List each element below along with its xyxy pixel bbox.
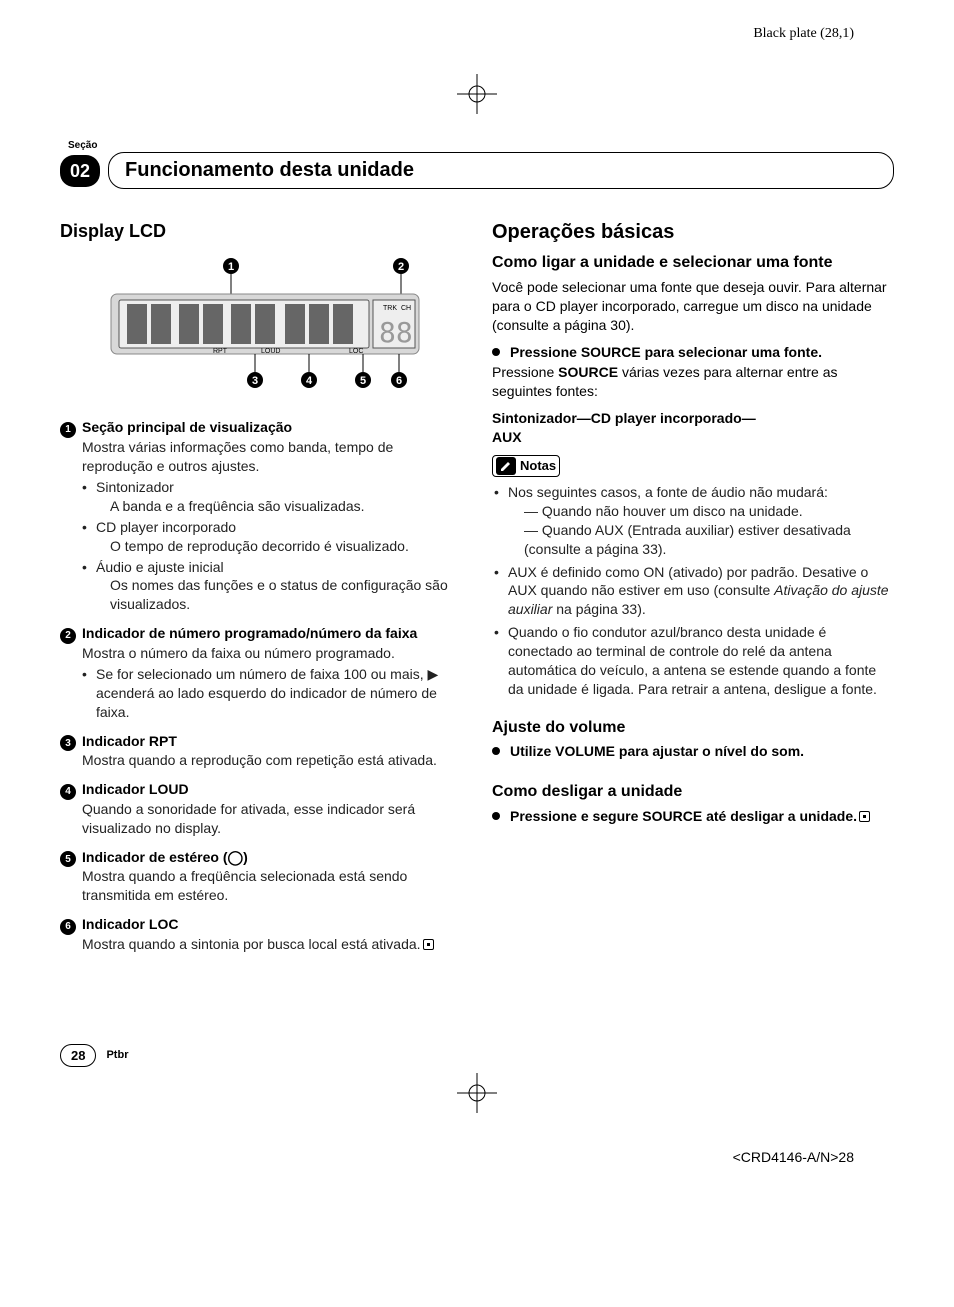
section-title-wrap: Funcionamento desta unidade: [108, 152, 894, 189]
sub-desc: Os nomes das funções e o status de confi…: [110, 576, 462, 614]
callout-number-icon: 5: [60, 851, 76, 867]
chain-aux: AUX: [492, 429, 522, 445]
svg-text:5: 5: [360, 375, 366, 387]
section-number: 02: [60, 155, 100, 187]
off-line: Pressione e segure SOURCE até desligar a…: [492, 807, 894, 826]
chain-cd: CD player incorporado: [591, 410, 742, 426]
secao-label: Seção: [68, 139, 894, 153]
section-title: Funcionamento desta unidade: [125, 159, 414, 181]
volume-text: Utilize VOLUME para ajustar o nível do s…: [510, 742, 804, 761]
press-source-head: Pressione SOURCE para selecionar uma fon…: [492, 343, 894, 362]
callout-title: Indicador de estéreo (◯): [82, 849, 248, 865]
callout-number-icon: 6: [60, 919, 76, 935]
svg-text:1: 1: [228, 261, 234, 273]
note-italic: Ativação do ajuste auxiliar: [508, 582, 889, 617]
sub-bullets: SintonizadorA banda e a freqüência são v…: [82, 478, 462, 614]
doc-ref: <CRD4146-A/N>28: [60, 1148, 894, 1167]
svg-text:4: 4: [306, 375, 313, 387]
callout-title: Indicador RPT: [82, 733, 177, 749]
svg-text:LOC: LOC: [349, 348, 363, 355]
chain-sintonizador: Sintonizador: [492, 410, 577, 426]
select-heading: Como ligar a unidade e selecionar uma fo…: [492, 252, 894, 274]
page-number: 28: [60, 1044, 96, 1068]
callout-item: 2 Indicador de número programado/número d…: [60, 624, 462, 721]
end-square-icon: [859, 811, 870, 822]
callout-body: Mostra o número da faixa ou número progr…: [82, 644, 462, 663]
bullet-icon: [492, 348, 500, 356]
lcd-heading: Display LCD: [60, 219, 462, 243]
callout-item: 6 Indicador LOC Mostra quando a sintonia p…: [60, 915, 462, 954]
callout-body: Mostra quando a freqüência selecionada e…: [82, 867, 462, 905]
notes-list: Nos seguintes casos, a fonte de áudio nã…: [492, 483, 894, 699]
bullet-icon: [492, 747, 500, 755]
callout-body: Mostra quando a reprodução com repetição…: [82, 751, 462, 770]
svg-text:LOUD: LOUD: [261, 348, 280, 355]
svg-text:TRK: TRK: [383, 305, 397, 312]
callout-item: 1 Seção principal de visualização Mostra v…: [60, 418, 462, 614]
notes-label: Notas: [492, 455, 560, 477]
callout-body: Quando a sonoridade for ativada, esse in…: [82, 800, 462, 838]
volume-line: Utilize VOLUME para ajustar o nível do s…: [492, 742, 894, 761]
select-intro: Você pode selecionar uma fonte que desej…: [492, 278, 894, 335]
press-body-a: Pressione: [492, 364, 558, 380]
svg-text:88: 88: [379, 316, 413, 349]
press-source-text: Pressione SOURCE para selecionar uma fon…: [510, 343, 822, 362]
svg-text:2: 2: [398, 261, 404, 273]
source-chain: Sintonizador—CD player incorporado—AUX: [492, 409, 894, 447]
callout-body: Mostra quando a sintonia por busca local…: [82, 935, 462, 954]
callout-item: 3 Indicador RPT Mostra quando a reprodução…: [60, 732, 462, 771]
svg-text:CH: CH: [401, 305, 411, 312]
press-body-source: SOURCE: [558, 364, 618, 380]
note-item: Nos seguintes casos, a fonte de áudio nã…: [492, 483, 894, 559]
sub-bullet: SintonizadorA banda e a freqüência são v…: [82, 478, 462, 516]
callout-item: 5 Indicador de estéreo (◯) Mostra quando a…: [60, 848, 462, 906]
off-heading: Como desligar a unidade: [492, 781, 894, 803]
pencil-icon: [496, 457, 516, 475]
note-dash-item: Quando não houver um disco na unidade.: [524, 502, 894, 521]
callout-title: Indicador LOUD: [82, 781, 189, 797]
notes-text: Notas: [520, 457, 556, 475]
sub-bullet: CD player incorporadoO tempo de reproduç…: [82, 518, 462, 556]
plate-ref: Black plate (28,1): [60, 25, 894, 44]
note-dash-item: Quando AUX (Entrada auxiliar) estiver de…: [524, 521, 894, 559]
lang-label: Ptbr: [106, 1048, 128, 1063]
callout-item: 4 Indicador LOUD Quando a sonoridade for a…: [60, 780, 462, 838]
callout-number-icon: 2: [60, 628, 76, 644]
callout-number-icon: 4: [60, 784, 76, 800]
sub-bullet: Se for selecionado um número de faixa 10…: [82, 665, 462, 722]
svg-text:3: 3: [252, 375, 258, 387]
callout-number-icon: 3: [60, 735, 76, 751]
footer: 28 Ptbr: [60, 1044, 894, 1068]
callout-title: Indicador LOC: [82, 916, 178, 932]
crop-mark-bottom: [60, 1073, 894, 1118]
sub-bullet: Áudio e ajuste inicialOs nomes das funçõ…: [82, 558, 462, 615]
callout-title: Seção principal de visualização: [82, 419, 292, 435]
callout-body: Mostra várias informações como banda, te…: [82, 438, 462, 476]
end-square-icon: [423, 939, 434, 950]
note-dash-list: Quando não houver um disco na unidade.Qu…: [508, 502, 894, 559]
section-header: 02 Funcionamento desta unidade: [60, 152, 894, 189]
left-column: Display LCD 1 2: [60, 219, 462, 964]
volume-heading: Ajuste do volume: [492, 717, 894, 739]
callout-list: 1 Seção principal de visualização Mostra v…: [60, 418, 462, 953]
press-source-body: Pressione SOURCE várias vezes para alter…: [492, 363, 894, 401]
right-column: Operações básicas Como ligar a unidade e…: [492, 219, 894, 964]
note-item: AUX é definido como ON (ativado) por pad…: [492, 563, 894, 620]
lcd-figure: 1 2 TRK CH 88 RPT: [60, 254, 462, 399]
off-text-content: Pressione e segure SOURCE até desligar a…: [510, 808, 857, 824]
svg-text:6: 6: [396, 375, 402, 387]
sub-bullets: Se for selecionado um número de faixa 10…: [82, 665, 462, 722]
crop-mark-top: [60, 74, 894, 119]
sub-desc: O tempo de reprodução decorrido é visual…: [110, 537, 462, 556]
off-text: Pressione e segure SOURCE até desligar a…: [510, 807, 870, 826]
note-item: Quando o fio condutor azul/branco desta …: [492, 623, 894, 699]
callout-title: Indicador de número programado/número da…: [82, 625, 417, 641]
svg-text:RPT: RPT: [213, 348, 228, 355]
sub-desc: A banda e a freqüência são visualizadas.: [110, 497, 462, 516]
callout-number-icon: 1: [60, 422, 76, 438]
ops-heading: Operações básicas: [492, 219, 894, 246]
bullet-icon: [492, 812, 500, 820]
